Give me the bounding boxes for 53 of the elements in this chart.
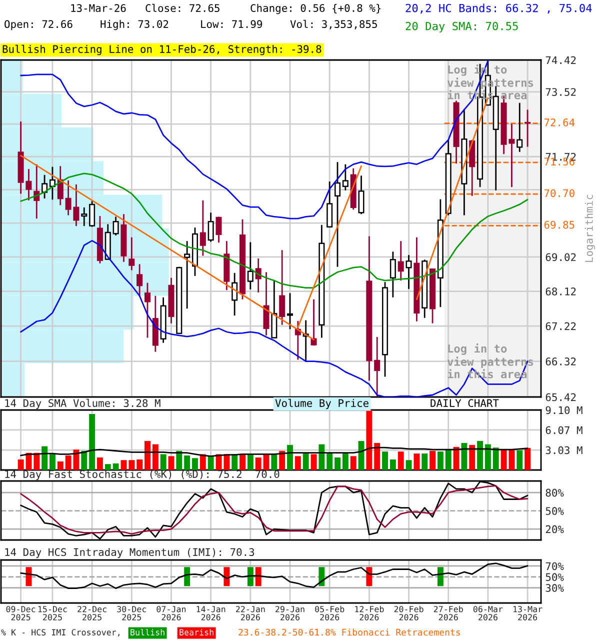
- text: Volume By Price: [275, 398, 368, 410]
- y-tick-label: 69.02: [546, 253, 576, 262]
- x-tick-label: 29-Jan 2026: [276, 606, 304, 620]
- text: DAILY CHART: [430, 399, 499, 408]
- text: Change: 0.56 {+0.8 %}: [250, 4, 381, 14]
- x-tick-label: 22-Dec 2025: [78, 606, 106, 620]
- y-tick-label: 65.42: [546, 393, 576, 402]
- ref-line-label: 69.85: [544, 220, 574, 229]
- y-tick-label: 67.22: [546, 322, 576, 330]
- x-tick-label: 14-Jan 2026: [196, 606, 226, 620]
- x-tick-label: 22-Jan 2026: [236, 606, 265, 620]
- y-tick-label: 50%: [546, 573, 564, 582]
- x-tick-label: 06-Mar 2026: [473, 606, 503, 620]
- text: 23.6-38.2-50-61.8% Fibonacci Retracements: [238, 628, 460, 636]
- y-axis-title: Logarithmic: [584, 194, 596, 262]
- text: Low: 71.99: [201, 20, 262, 28]
- x-tick-label: 12-Feb 2026: [355, 606, 384, 620]
- x-tick-label: 07-Jan 2026: [156, 606, 186, 620]
- text: Bearish: [180, 628, 214, 636]
- text: Bullish Piercing Line on 11-Feb-26, Strength: -39.8: [2, 44, 322, 56]
- text: Bullish: [130, 628, 164, 636]
- chart-title: 14 Day Fast Stochastic (%K) (%D): 75.2 70.0: [5, 470, 280, 480]
- y-tick-label: 80%: [546, 488, 564, 497]
- x-tick-label: 30-Dec 2025: [117, 606, 146, 620]
- x-tick-label: 27-Feb 2026: [434, 606, 463, 620]
- y-tick-label: 73.52: [546, 88, 576, 96]
- text: 20 Day SMA: 70.55: [406, 22, 518, 32]
- text: Close: 72.65: [146, 4, 220, 12]
- y-tick-label: 3.03 M: [546, 446, 582, 454]
- text: Open: 72.66: [4, 20, 72, 30]
- text: Vol: 3,353,855: [290, 20, 377, 30]
- ref-line-label: 70.70: [544, 189, 574, 198]
- y-tick-label: 20%: [546, 525, 564, 534]
- y-tick-label: 70%: [546, 562, 564, 570]
- y-tick-label: 50%: [546, 507, 564, 515]
- text: High: 73.02: [100, 20, 168, 30]
- y-tick-label: 68.12: [546, 288, 576, 296]
- y-tick-label: 9.10 M: [546, 406, 582, 414]
- chart-title: 14 Day HCS Intraday Momentum (IMI): 70.3: [5, 548, 254, 558]
- x-tick-label: 09-Dec 2025: [6, 606, 36, 620]
- y-tick-label: 6.07 M: [546, 426, 582, 434]
- text: 13-Mar-26: [71, 4, 126, 12]
- x-tick-label: 15-Dec 2025: [38, 606, 67, 620]
- chart-title: 14 Day SMA Volume: 3.28 M: [5, 398, 160, 410]
- x-tick-label: 05-Feb 2026: [315, 606, 344, 620]
- x-tick-label: 20-Feb 2026: [394, 606, 424, 620]
- text: 20,2 HC Bands: 66.32 , 75.04: [406, 4, 592, 14]
- ref-line-label: 72.64: [544, 118, 575, 126]
- legend-title: % K - HCS IMI Crossover,: [1, 629, 120, 636]
- y-tick-label: 66.32: [546, 358, 576, 366]
- y-tick-label: 74.42: [546, 56, 576, 64]
- x-tick-label: 13-Mar 2026: [513, 606, 542, 620]
- y-tick-label: 30%: [546, 584, 564, 592]
